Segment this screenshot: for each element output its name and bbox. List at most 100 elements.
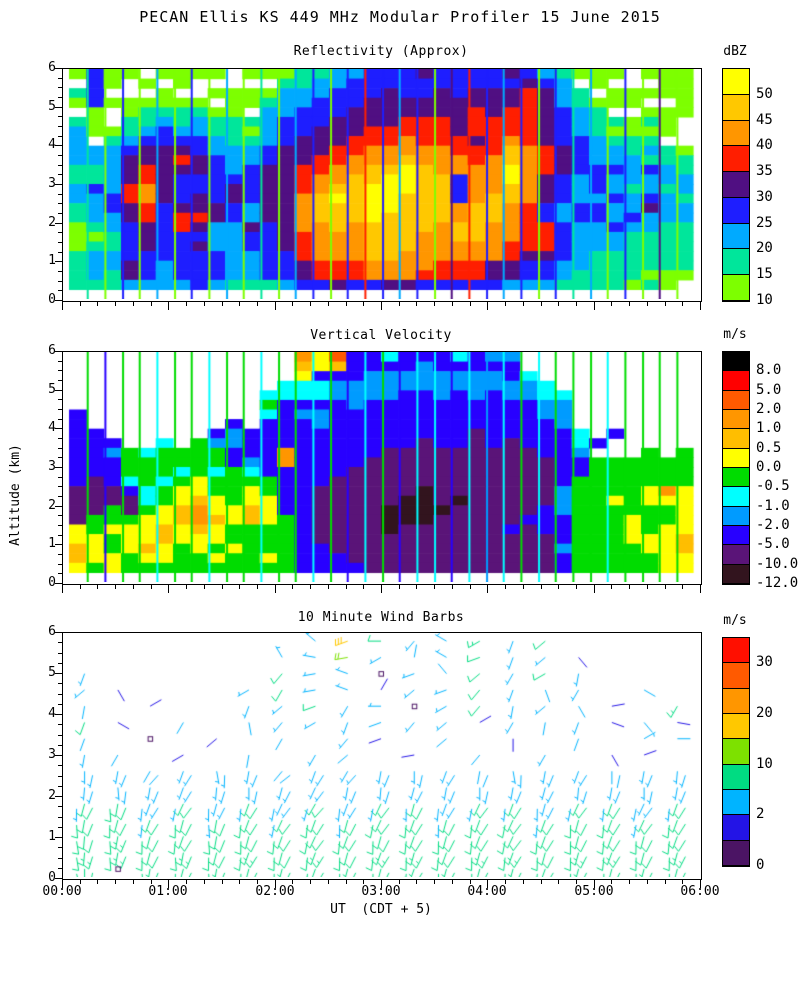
y-tick: [58, 457, 62, 458]
y-tick: [58, 806, 62, 807]
x-tick: [576, 880, 577, 884]
x-tick: [168, 302, 169, 310]
colorbar-segment: [723, 765, 749, 790]
x-tick: [629, 585, 630, 589]
x-tick: [558, 880, 559, 884]
y-tick: [55, 223, 62, 224]
x-tick: [399, 880, 400, 884]
colorbar-tick-label: -2.0: [756, 517, 790, 533]
x-tick: [363, 585, 364, 589]
x-tick: [62, 880, 63, 888]
x-tick: [80, 302, 81, 306]
y-tick: [55, 544, 62, 545]
y-tick: [58, 213, 62, 214]
colorbar-segment: [723, 790, 749, 815]
x-tick: [452, 302, 453, 306]
x-tick: [346, 880, 347, 884]
y-tick-label: 1: [48, 253, 56, 268]
colorbar-tick-label: 8.0: [756, 362, 782, 378]
y-tick: [55, 184, 62, 185]
y-tick: [58, 399, 62, 400]
y-tick: [58, 858, 62, 859]
x-tick: [416, 880, 417, 884]
y-tick-label: 0: [48, 870, 56, 885]
colorbar-tick-label: 2.0: [756, 401, 782, 417]
y-tick: [55, 467, 62, 468]
colorbar-tick-label: -1.0: [756, 498, 790, 514]
colorbar-segment: [723, 468, 749, 487]
vertical-velocity-canvas: [63, 352, 699, 582]
y-tick: [58, 735, 62, 736]
y-tick: [58, 165, 62, 166]
colorbar-segment: [723, 526, 749, 545]
x-tick: [682, 585, 683, 589]
x-tick: [310, 880, 311, 884]
colorbar-segment: [723, 739, 749, 765]
x-tick: [363, 880, 364, 884]
x-tick: [470, 880, 471, 884]
y-tick-label: 5: [48, 665, 56, 680]
x-tick: [97, 302, 98, 306]
wind-barbs-canvas: [63, 633, 699, 877]
x-tick-label: 05:00: [574, 884, 614, 899]
x-tick: [310, 585, 311, 589]
colorbar-unit-velocity: m/s: [723, 327, 747, 342]
colorbar-tick-label: 25: [756, 215, 773, 231]
x-tick: [452, 880, 453, 884]
y-tick: [55, 632, 62, 633]
x-tick: [151, 302, 152, 306]
colorbar-segment: [723, 487, 749, 507]
y-tick-label: 4: [48, 420, 56, 435]
y-tick: [55, 390, 62, 391]
x-tick: [133, 585, 134, 589]
y-tick-label: 2: [48, 788, 56, 803]
y-tick: [58, 87, 62, 88]
vertical-velocity-plot: [62, 351, 702, 585]
y-tick: [58, 694, 62, 695]
y-tick-label: 1: [48, 536, 56, 551]
x-tick: [700, 585, 701, 593]
x-tick: [275, 880, 276, 888]
y-tick: [58, 745, 62, 746]
x-tick: [434, 880, 435, 884]
colorbar-tick-label: 20: [756, 240, 773, 256]
x-tick: [292, 585, 293, 589]
colorbar-tick-label: 10: [756, 292, 773, 308]
x-tick: [168, 585, 169, 593]
y-tick: [58, 663, 62, 664]
colorbar-tick-label: 40: [756, 137, 773, 153]
x-tick: [470, 302, 471, 306]
y-tick: [55, 583, 62, 584]
y-tick: [58, 419, 62, 420]
x-tick: [647, 880, 648, 884]
colorbar-tick-label: 15: [756, 266, 773, 282]
x-tick: [558, 585, 559, 589]
y-tick: [58, 232, 62, 233]
x-tick: [611, 302, 612, 306]
colorbar-tick-label: -0.5: [756, 478, 790, 494]
x-tick: [80, 880, 81, 884]
x-tick: [257, 585, 258, 589]
x-tick: [80, 585, 81, 589]
colorbar-reflectivity: [722, 68, 750, 302]
colorbar-tick-label: 1.0: [756, 420, 782, 436]
colorbar-segment: [723, 249, 749, 275]
y-tick: [55, 755, 62, 756]
x-tick: [434, 302, 435, 306]
colorbar-tick-label: 5.0: [756, 382, 782, 398]
x-tick-label: 06:00: [680, 884, 720, 899]
x-tick: [346, 585, 347, 589]
y-tick-label: 6: [48, 624, 56, 639]
y-tick: [58, 380, 62, 381]
y-tick-label: 5: [48, 382, 56, 397]
colorbar-segment: [723, 689, 749, 714]
x-tick: [346, 302, 347, 306]
reflectivity-plot: [62, 68, 702, 302]
x-tick-label: 04:00: [467, 884, 507, 899]
x-tick: [363, 302, 364, 306]
panel-title-reflectivity: Reflectivity (Approx): [293, 44, 469, 59]
panel-title-wind-barbs: 10 Minute Wind Barbs: [297, 610, 465, 625]
x-tick: [115, 880, 116, 884]
y-tick: [55, 261, 62, 262]
